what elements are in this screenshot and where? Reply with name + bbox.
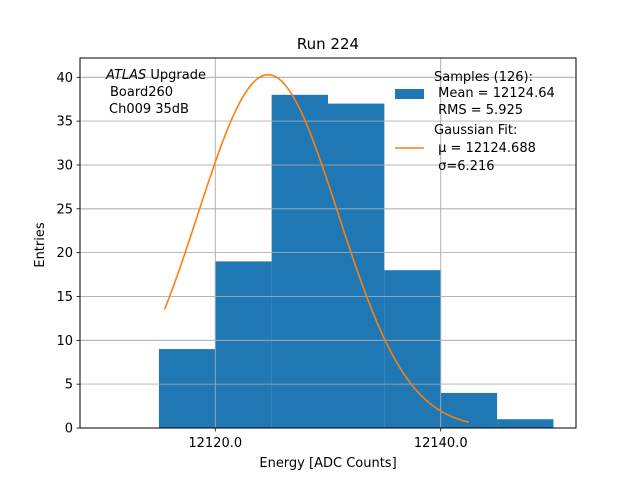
legend-samples-line1: Samples (126):	[434, 70, 533, 85]
legend-samples-rms: RMS = 5.925	[434, 103, 523, 118]
y-tick-label: 40	[56, 71, 73, 86]
legend-fit-sigma: σ=6.216	[434, 159, 494, 174]
y-tick-label: 20	[56, 246, 73, 261]
y-tick-label: 15	[56, 290, 73, 305]
legend-fit-line1: Gaussian Fit:	[434, 123, 517, 138]
histogram-bar	[497, 419, 554, 428]
histogram-bars	[80, 58, 576, 429]
x-tick-label: 12120.0	[188, 436, 242, 451]
axes-frame	[79, 57, 577, 429]
y-tick-label: 30	[56, 158, 73, 173]
y-axis-label: Entries	[33, 222, 48, 268]
chart-title: Run 224	[297, 35, 359, 53]
legend-fit-mu: μ = 12124.688	[434, 141, 536, 156]
annotation-upgrade: Upgrade	[146, 68, 206, 83]
axis-ticks: 0 5 10 15 20 25 30 35 40 12120.0 12140.0	[56, 71, 467, 451]
gaussian-fit-curve	[163, 73, 470, 423]
y-tick-label: 5	[65, 378, 73, 393]
histogram-bar	[158, 349, 216, 428]
legend: Samples (126): Mean = 12124.64 RMS = 5.9…	[395, 70, 555, 174]
svg-text:ATLAS Upgrade: ATLAS Upgrade	[105, 68, 206, 83]
gaussian-fit-line	[163, 73, 470, 423]
histogram-bar	[271, 94, 328, 428]
x-tick-label: 12140.0	[414, 436, 468, 451]
y-tick-label: 35	[56, 115, 73, 130]
annotation-text: ATLAS Upgrade Board260 Ch009 35dB	[105, 68, 206, 117]
y-tick-label: 25	[56, 202, 73, 217]
annotation-board: Board260	[110, 85, 173, 100]
histogram-bar	[440, 392, 498, 428]
annotation-atlas: ATLAS	[105, 68, 146, 83]
legend-swatch-samples	[395, 89, 424, 99]
y-tick-label: 10	[56, 334, 73, 349]
x-axis-label: Energy [ADC Counts]	[259, 456, 396, 471]
legend-samples-mean: Mean = 12124.64	[434, 86, 555, 101]
histogram-bar	[215, 261, 272, 428]
annotation-channel: Ch009 35dB	[109, 102, 189, 117]
y-tick-label: 0	[65, 422, 73, 437]
